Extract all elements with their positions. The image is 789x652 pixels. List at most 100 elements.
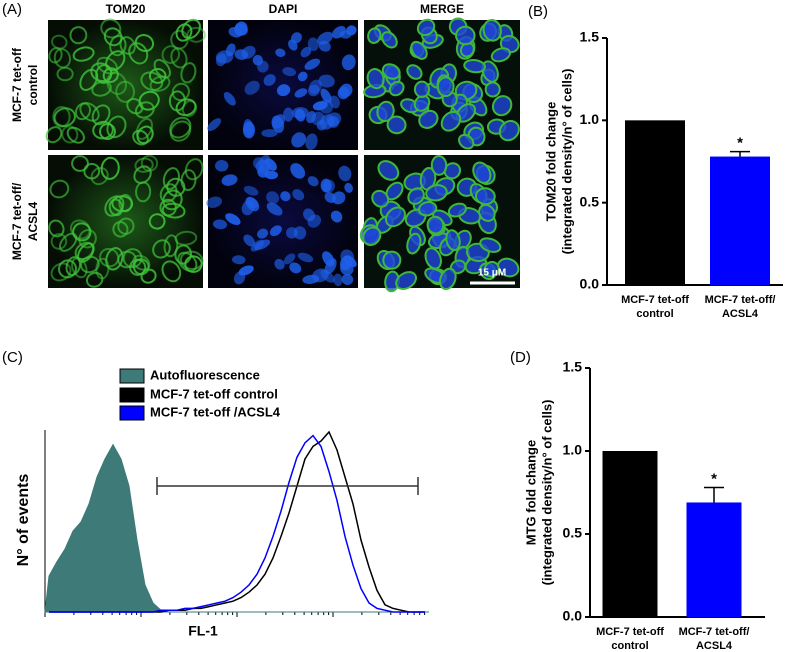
- cell: [413, 80, 431, 99]
- cell: [479, 237, 502, 253]
- cell: [91, 104, 111, 126]
- nucleus: [238, 265, 254, 276]
- cell: [61, 125, 79, 144]
- nucleus: [241, 200, 255, 216]
- nucleus: [291, 132, 307, 148]
- panel-label: (C): [2, 349, 23, 366]
- cell: [74, 102, 92, 121]
- cell: [481, 60, 499, 83]
- nucleus: [341, 274, 354, 285]
- cell: [474, 187, 496, 206]
- cell: [376, 100, 395, 123]
- cell: [72, 222, 92, 242]
- cell: [478, 203, 496, 222]
- nucleus: [244, 80, 260, 95]
- cell: [159, 198, 177, 217]
- y-tick-label: 1.5: [580, 29, 600, 45]
- nucleus: [288, 39, 298, 51]
- cell: [140, 268, 157, 284]
- nucleus: [225, 43, 236, 57]
- cell: [459, 41, 475, 58]
- cell: [184, 255, 203, 273]
- column-title: TOM20: [106, 2, 146, 16]
- cell: [152, 239, 171, 259]
- nucleus: [316, 119, 327, 131]
- cell: [181, 100, 198, 118]
- y-tick-label: 0.0: [580, 276, 600, 292]
- cell: [140, 154, 159, 172]
- nucleus: [307, 37, 319, 52]
- legend-swatch: [119, 405, 145, 421]
- cell: [169, 116, 192, 139]
- row-label: MCF-7 tet-off control: [10, 47, 40, 122]
- legend-label: MCF-7 tet-off control: [150, 386, 278, 401]
- cell: [367, 27, 382, 44]
- cell: [174, 230, 198, 246]
- cell: [118, 193, 133, 213]
- cell: [50, 262, 72, 282]
- nucleus: [231, 255, 246, 265]
- scale-bar-label: 15 μM: [478, 268, 506, 279]
- cell: [463, 58, 486, 74]
- panel-label: (D): [510, 349, 531, 366]
- row-label-line: MCF-7 tet-off/: [10, 182, 24, 260]
- nucleus: [283, 107, 294, 122]
- cell: [56, 66, 74, 82]
- cell: [184, 158, 204, 181]
- histogram-line: [49, 434, 425, 613]
- panel-label: (B): [528, 3, 548, 20]
- nucleus: [297, 71, 308, 82]
- x-tick-label: MCF-7 tet-off: [596, 626, 664, 638]
- nucleus: [275, 48, 286, 57]
- cell: [419, 167, 437, 191]
- y-axis-label: (integrated density/n° of cells): [559, 69, 574, 255]
- cell: [66, 126, 85, 144]
- cell: [426, 215, 445, 235]
- y-axis-label: N° of events: [15, 474, 32, 567]
- cell: [490, 47, 511, 63]
- cell: [108, 198, 124, 217]
- cell: [410, 40, 428, 60]
- cell: [482, 19, 502, 42]
- nucleus: [206, 196, 223, 208]
- cell: [418, 109, 439, 129]
- cell: [112, 221, 129, 238]
- cell: [53, 107, 76, 128]
- nucleus: [318, 74, 335, 88]
- cell: [92, 120, 114, 140]
- cell: [416, 18, 436, 37]
- legend-swatch: [119, 387, 145, 403]
- bar: [686, 502, 742, 617]
- nucleus: [266, 191, 280, 205]
- cell: [85, 271, 104, 288]
- cell: [362, 226, 382, 247]
- histogram-area: [44, 443, 429, 613]
- cell: [406, 64, 423, 80]
- cell: [180, 169, 197, 192]
- bar: [710, 156, 770, 285]
- nucleus: [228, 26, 243, 38]
- nucleus: [293, 226, 307, 240]
- cell: [102, 67, 119, 84]
- cell: [498, 119, 520, 142]
- cell: [439, 267, 457, 291]
- x-tick-label: ACSL4: [696, 640, 733, 652]
- nucleus: [225, 213, 241, 226]
- cell: [168, 90, 186, 112]
- x-tick-label: control: [636, 308, 673, 320]
- nucleus: [215, 53, 227, 67]
- cell: [134, 101, 155, 119]
- nucleus: [261, 129, 278, 138]
- cell: [134, 34, 155, 52]
- y-tick-label: 1.0: [580, 111, 600, 127]
- nucleus: [257, 165, 270, 178]
- nucleus: [282, 67, 297, 77]
- nucleus: [283, 253, 296, 265]
- cell: [149, 75, 171, 92]
- nucleus: [223, 91, 236, 106]
- cell: [440, 110, 462, 132]
- nucleus: [295, 108, 306, 122]
- y-axis-label: (integrated density/n° of cells): [539, 400, 554, 586]
- nucleus: [292, 189, 305, 201]
